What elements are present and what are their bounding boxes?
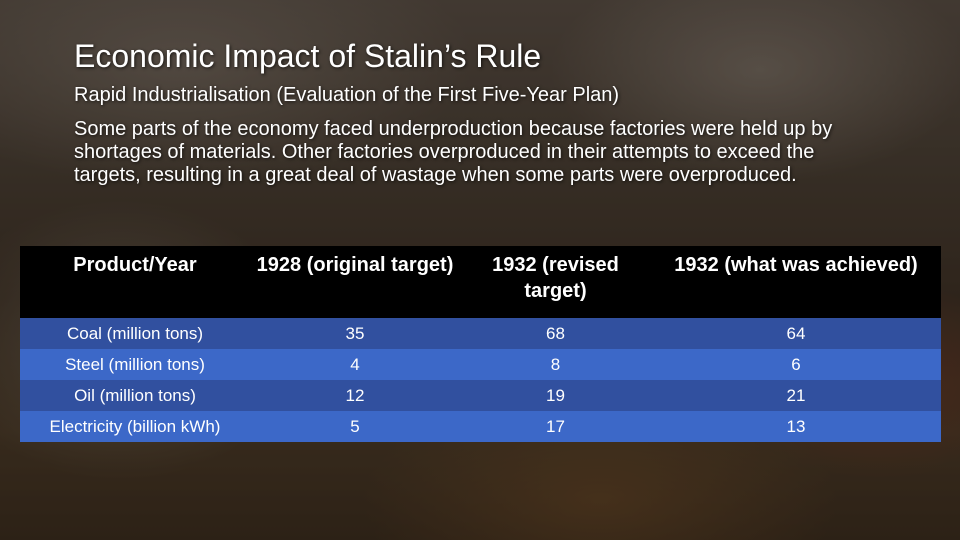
production-table: Product/Year 1928 (original target) 1932…	[20, 246, 941, 442]
table-row: Steel (million tons) 4 8 6	[20, 349, 941, 380]
cell-1932-achieved: 13	[651, 411, 941, 442]
cell-1932-revised: 8	[460, 349, 651, 380]
cell-1932-achieved: 6	[651, 349, 941, 380]
cell-1928-target: 5	[250, 411, 460, 442]
row-label: Oil (million tons)	[20, 380, 250, 411]
table-row: Electricity (billion kWh) 5 17 13	[20, 411, 941, 442]
cell-1932-revised: 19	[460, 380, 651, 411]
slide-title: Economic Impact of Stalin’s Rule	[74, 38, 542, 74]
cell-1932-revised: 68	[460, 318, 651, 349]
cell-1932-achieved: 21	[651, 380, 941, 411]
cell-1932-revised: 17	[460, 411, 651, 442]
table-header-row: Product/Year 1928 (original target) 1932…	[20, 246, 941, 318]
row-label: Steel (million tons)	[20, 349, 250, 380]
cell-1928-target: 4	[250, 349, 460, 380]
row-label: Electricity (billion kWh)	[20, 411, 250, 442]
header-1932-achieved: 1932 (what was achieved)	[651, 246, 941, 318]
header-1932-revised-target: 1932 (revised target)	[460, 246, 651, 318]
cell-1932-achieved: 64	[651, 318, 941, 349]
row-label: Coal (million tons)	[20, 318, 250, 349]
slide-subtitle: Rapid Industrialisation (Evaluation of t…	[74, 84, 620, 106]
header-product-year: Product/Year	[20, 246, 250, 318]
table-row: Coal (million tons) 35 68 64	[20, 318, 941, 349]
table-row: Oil (million tons) 12 19 21	[20, 380, 941, 411]
header-1928-original-target: 1928 (original target)	[250, 246, 460, 318]
cell-1928-target: 35	[250, 318, 460, 349]
slide-body-text: Some parts of the economy faced underpro…	[74, 118, 833, 186]
cell-1928-target: 12	[250, 380, 460, 411]
